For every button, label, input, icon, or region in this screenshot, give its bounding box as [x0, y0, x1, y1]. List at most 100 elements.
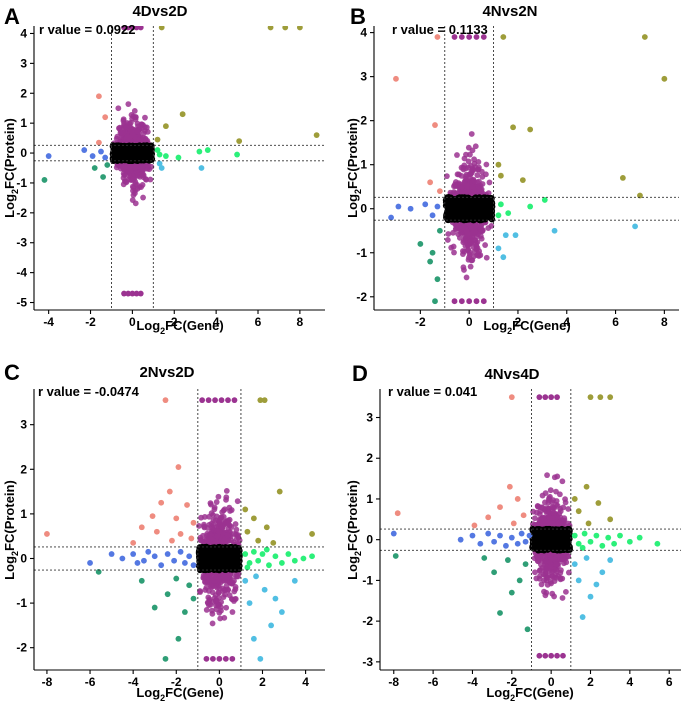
gene-only-up-point	[593, 532, 600, 539]
protein-only-point	[445, 231, 452, 237]
protein-only-point	[211, 577, 217, 584]
panel-a-r-value: r value = 0.0922	[39, 22, 136, 37]
gene-only-down-point	[81, 147, 88, 153]
both-up-point	[154, 136, 161, 143]
core-point	[195, 562, 203, 570]
protein-only-point	[486, 179, 493, 186]
protein-only-point	[232, 521, 239, 527]
protein-only-point	[131, 108, 138, 114]
protein-only-point	[485, 190, 492, 197]
protein-up-gene-down-point	[184, 502, 190, 508]
protein-up-gene-down-point	[514, 496, 521, 502]
protein-only-point	[545, 497, 552, 503]
protein-only-point	[228, 580, 235, 587]
gene-only-up-point	[599, 542, 606, 549]
y-tick-label: 3	[366, 411, 373, 425]
gene-only-up-point	[255, 557, 262, 564]
core-point	[218, 564, 225, 571]
protein-up-gene-down-point	[497, 504, 503, 511]
protein-only-point	[201, 521, 207, 528]
protein-up-gene-down-point	[44, 531, 50, 537]
gene-only-up-point	[617, 532, 623, 539]
y-axis-label: Log2FC(Protein)	[2, 118, 20, 218]
both-up-point	[179, 111, 186, 118]
both-up-point	[257, 397, 264, 404]
protein-only-point	[547, 564, 554, 570]
both-down-point	[190, 595, 197, 602]
both-down-point	[427, 258, 434, 265]
protein-up-gene-down-point	[162, 397, 169, 404]
protein-only-point	[543, 566, 550, 573]
core-point	[478, 197, 485, 204]
axes: -8 -6 -4 -2 0 2 4 6 -3 -2 -1 0 1 2 3	[362, 389, 681, 689]
protein-only-up-point	[554, 394, 560, 401]
protein-only-up-point	[466, 34, 473, 40]
gene-only-up-point	[263, 546, 270, 553]
axes: -8 -6 -4 -2 0 2 4 -2 -1 0 1 2 3	[16, 389, 325, 689]
protein-only-point	[466, 254, 472, 261]
protein-only-point	[565, 553, 572, 559]
gene-only-up-point	[278, 560, 285, 566]
core-point	[565, 546, 572, 553]
both-down-point	[151, 604, 158, 611]
gene-only-up-point	[541, 197, 548, 203]
protein-only-point	[557, 514, 564, 521]
protein-only-point	[461, 155, 468, 162]
protein-only-point	[197, 589, 204, 595]
x-axis-label: Log2FC(Gene)	[483, 318, 570, 336]
gene-only-up-point	[162, 153, 169, 159]
protein-only-point	[533, 553, 540, 560]
protein-up-gene-down-point	[471, 522, 478, 529]
protein-only-point	[474, 172, 481, 179]
protein-only-point	[144, 128, 151, 135]
both-down-point	[417, 241, 424, 247]
protein-only-point	[472, 223, 478, 230]
gene-only-up-point	[497, 201, 504, 208]
both-up-point	[495, 161, 502, 168]
y-tick-label: 2	[360, 114, 367, 128]
x-axis-label: Log2FC(Gene)	[136, 685, 223, 703]
x-tick-label: 6	[255, 315, 262, 329]
panel-b-r-value: r value = 0.1133	[392, 22, 488, 37]
protein-only-point	[132, 114, 139, 120]
both-down-point	[508, 589, 515, 596]
gene-only-up-point	[204, 147, 211, 153]
gene-only-down-point	[491, 538, 498, 545]
gene-only-down-point	[89, 153, 96, 159]
protein-only-up-point	[231, 397, 238, 404]
protein-only-point	[145, 162, 151, 169]
protein-up-gene-down-point	[510, 520, 517, 527]
protein-down-gene-up-point	[632, 223, 638, 230]
protein-down-gene-up-point	[599, 569, 606, 576]
protein-only-up-point	[199, 397, 206, 404]
protein-only-point	[147, 176, 154, 183]
gene-only-down-point	[119, 555, 126, 562]
gene-only-down-point	[503, 542, 509, 549]
gene-only-down-point	[141, 557, 147, 564]
panel-a-letter: A	[4, 4, 20, 29]
protein-down-gene-up-point	[593, 581, 600, 588]
both-up-point	[313, 132, 320, 139]
protein-only-point	[565, 569, 572, 576]
protein-only-point	[209, 607, 215, 614]
y-tick-label: -1	[16, 176, 27, 190]
protein-only-point	[468, 162, 474, 169]
core-point	[140, 152, 147, 159]
protein-only-point	[463, 274, 470, 281]
gene-only-down-point	[164, 551, 171, 557]
protein-only-point	[488, 222, 495, 229]
protein-down-gene-up-point	[242, 577, 249, 584]
protein-only-point	[120, 116, 127, 123]
protein-only-point	[550, 509, 557, 516]
protein-only-down-point	[203, 655, 210, 662]
protein-up-gene-down-point	[158, 499, 165, 506]
protein-only-up-point	[548, 394, 555, 401]
protein-only-point	[125, 101, 132, 107]
protein-only-point	[140, 194, 146, 201]
protein-only-point	[203, 536, 210, 543]
core-point	[556, 541, 563, 548]
core-point	[561, 533, 568, 541]
protein-only-point	[469, 183, 476, 190]
protein-only-point	[468, 131, 475, 137]
protein-only-point	[455, 231, 462, 238]
